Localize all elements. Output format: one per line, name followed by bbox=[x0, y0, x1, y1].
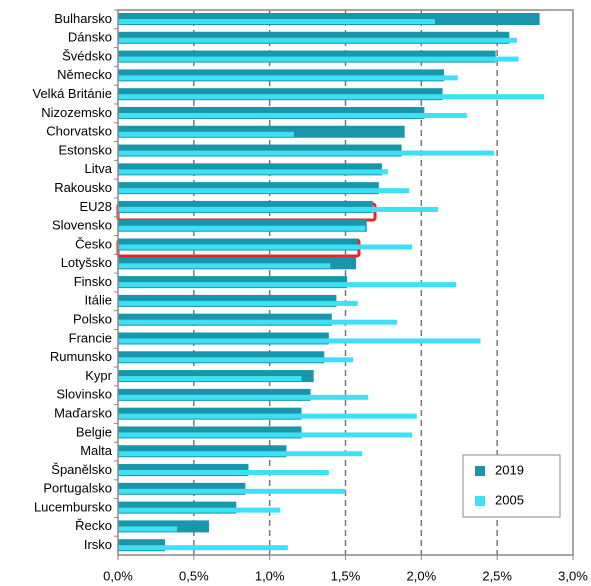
bar bbox=[118, 526, 178, 532]
y-tick-label: Nizozemsko bbox=[41, 105, 112, 120]
bar bbox=[118, 300, 358, 306]
bar bbox=[118, 169, 388, 175]
legend-label: 2019 bbox=[495, 462, 524, 477]
y-tick-label: Rakousko bbox=[54, 180, 112, 195]
bar bbox=[118, 470, 329, 476]
bar bbox=[118, 413, 417, 419]
y-tick-label: Dánsko bbox=[68, 30, 112, 45]
bar bbox=[118, 225, 366, 231]
y-tick-label: Irsko bbox=[84, 537, 112, 552]
y-tick-label: Česko bbox=[75, 236, 112, 251]
bar bbox=[118, 357, 354, 363]
y-tick-label: Portugalsko bbox=[43, 481, 112, 496]
legend-swatch bbox=[475, 466, 485, 476]
legend-label: 2005 bbox=[495, 492, 524, 507]
y-tick-label: Slovinsko bbox=[56, 387, 112, 402]
y-tick-label: Finsko bbox=[74, 274, 112, 289]
bar bbox=[118, 488, 346, 494]
y-tick-label: Maďarsko bbox=[54, 405, 112, 420]
y-tick-label: Itálie bbox=[85, 293, 112, 308]
x-tick-label: 2,0% bbox=[407, 568, 437, 583]
x-tick-label: 1,0% bbox=[255, 568, 285, 583]
y-tick-label: Francie bbox=[69, 330, 112, 345]
y-tick-label: Velká Británie bbox=[33, 86, 113, 101]
bar bbox=[118, 376, 302, 382]
bar bbox=[118, 319, 398, 325]
bar bbox=[118, 75, 458, 81]
y-tick-label: Kypr bbox=[85, 368, 112, 383]
y-tick-label: Německo bbox=[57, 67, 112, 82]
bar bbox=[118, 394, 369, 400]
y-tick-label: Španělsko bbox=[51, 462, 112, 477]
y-tick-label: Litva bbox=[85, 161, 113, 176]
bar bbox=[118, 263, 331, 269]
x-tick-label: 0,0% bbox=[103, 568, 133, 583]
y-tick-label: EU28 bbox=[79, 199, 112, 214]
bar bbox=[118, 451, 363, 457]
x-tick-label: 3,0% bbox=[558, 568, 588, 583]
y-tick-label: Rumunsko bbox=[50, 349, 112, 364]
legend bbox=[462, 454, 561, 518]
y-tick-label: Slovensko bbox=[52, 218, 112, 233]
x-tick-label: 2,5% bbox=[482, 568, 512, 583]
bar bbox=[118, 282, 457, 288]
y-tick-label: Malta bbox=[80, 443, 113, 458]
y-tick-label: Estonsko bbox=[59, 142, 112, 157]
bar bbox=[118, 150, 495, 156]
x-tick-label: 1,5% bbox=[331, 568, 361, 583]
y-tick-label: Řecko bbox=[75, 518, 112, 533]
bar bbox=[118, 37, 517, 43]
bar bbox=[118, 94, 545, 100]
x-tick-label: 0,5% bbox=[179, 568, 209, 583]
y-tick-label: Bulharsko bbox=[54, 11, 112, 26]
bar bbox=[118, 19, 435, 24]
plot-border bbox=[117, 9, 574, 556]
bar bbox=[118, 188, 410, 194]
y-tick-label: Lotyšsko bbox=[61, 255, 112, 270]
y-tick-label: Polsko bbox=[73, 312, 112, 327]
bar bbox=[118, 206, 439, 212]
y-tick-label: Lucembursko bbox=[34, 499, 112, 514]
y-tick-label: Švédsko bbox=[62, 48, 112, 63]
y-tick-label: Chorvatsko bbox=[46, 124, 112, 139]
bar bbox=[118, 131, 294, 137]
y-tick-label: Belgie bbox=[76, 424, 112, 439]
bar bbox=[118, 432, 413, 438]
bar bbox=[118, 244, 413, 250]
bar bbox=[118, 545, 288, 551]
bar bbox=[118, 507, 281, 513]
legend-swatch bbox=[475, 496, 485, 506]
bar bbox=[118, 112, 467, 118]
bar bbox=[118, 56, 519, 62]
bar bbox=[118, 338, 481, 344]
